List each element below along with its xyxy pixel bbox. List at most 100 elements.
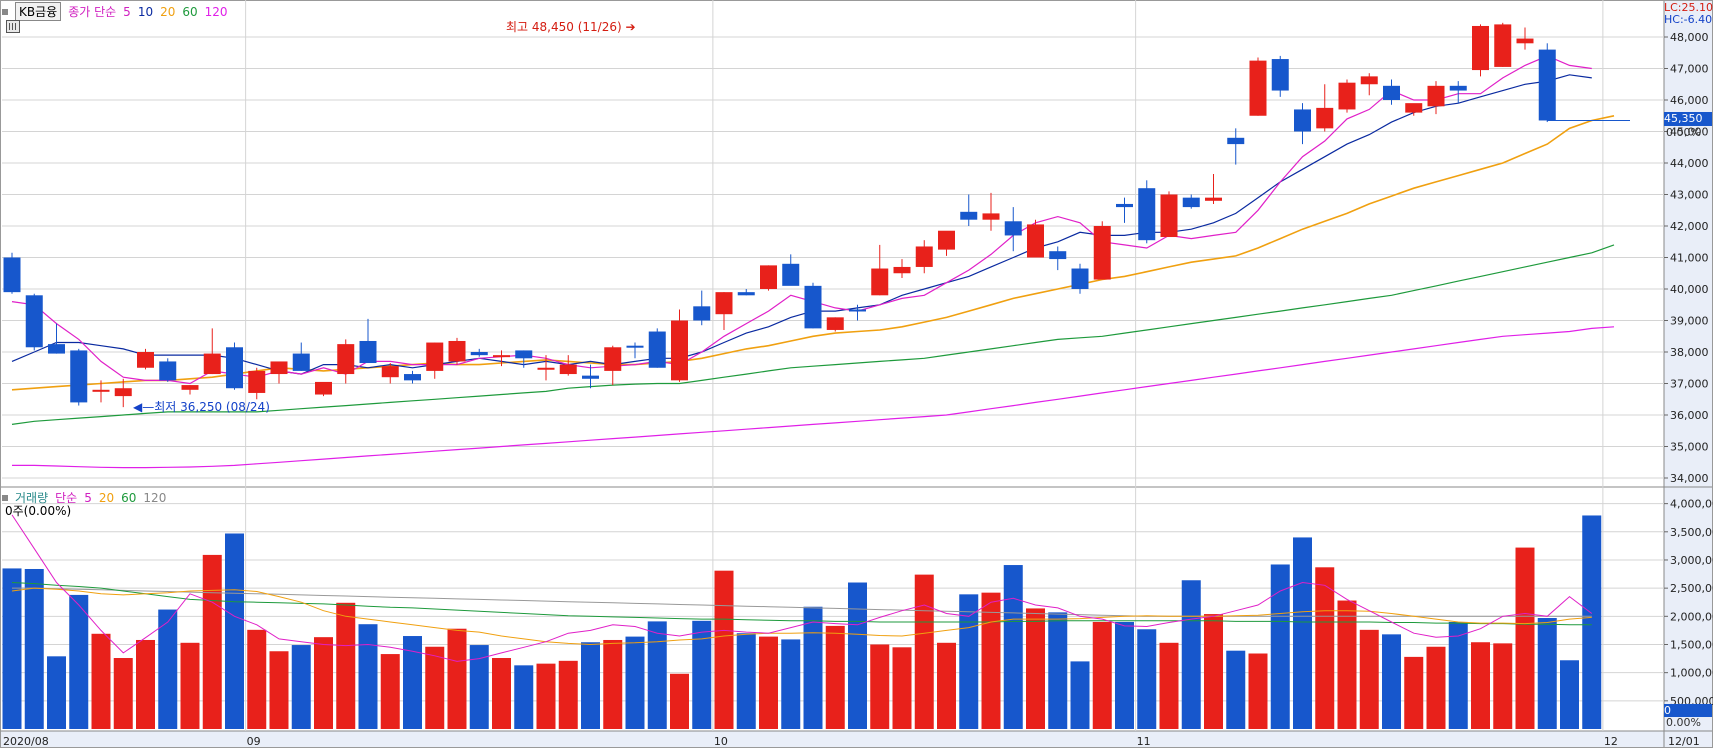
candle [1316, 84, 1334, 132]
candle-body [137, 352, 154, 368]
candle [760, 265, 777, 291]
candle-body [381, 366, 399, 378]
ma60-line [11, 244, 1615, 425]
legend-ma60: 60 [182, 4, 198, 19]
right-arrow-icon: ➔ [625, 20, 636, 34]
volume-bar [1026, 608, 1045, 729]
candle-body [226, 347, 243, 389]
candle [493, 350, 510, 367]
candle-body [1049, 251, 1067, 260]
candle-body [715, 292, 733, 315]
candle-body [1027, 224, 1044, 258]
candle [582, 364, 599, 389]
vlegend-ma120: 120 [143, 490, 167, 505]
candle [226, 342, 243, 390]
candle [270, 361, 288, 384]
low-annotation-text: 최저 36,250 (08/24) [154, 400, 270, 414]
volume-bar [581, 642, 600, 729]
volume-bar [1582, 515, 1602, 729]
volume-bar [136, 639, 155, 729]
candle [804, 282, 822, 329]
price-tick-label: 48,000 [1670, 31, 1709, 44]
price-tick-label: 47,000 [1670, 63, 1709, 76]
candle [181, 385, 199, 395]
candle-body [404, 374, 421, 381]
candle [292, 342, 310, 371]
volume-bar [803, 606, 823, 729]
panel-handle-icon[interactable] [2, 494, 8, 501]
candle [960, 194, 978, 226]
volume-bar [1315, 567, 1335, 729]
volume-bar [24, 568, 44, 729]
stock-name-box[interactable]: KB금융 [15, 2, 62, 21]
volume-bar [1070, 661, 1090, 729]
candle-body [1093, 226, 1111, 280]
candle [715, 292, 733, 330]
candle-body [1427, 85, 1445, 107]
volume-bar [647, 621, 667, 729]
price-tick-label: 40,000 [1670, 283, 1709, 296]
volume-bar [514, 665, 534, 729]
ma120-line [12, 326, 1615, 469]
volume-bar [358, 624, 378, 729]
panel-handle-icon[interactable] [2, 8, 8, 15]
candle-body [693, 306, 711, 321]
candle-body [559, 364, 577, 375]
candle [1294, 103, 1311, 145]
candle-body [1383, 85, 1400, 100]
volume-bar [625, 636, 645, 729]
date-tick-label: 12/01 [1668, 735, 1700, 748]
price-tick-label: 39,000 [1670, 315, 1709, 328]
volume-bar [225, 533, 244, 729]
candle-body [1538, 49, 1556, 121]
candle-body [671, 320, 688, 381]
candle [1360, 73, 1378, 96]
volume-bar [447, 628, 467, 729]
candle-body [1360, 76, 1378, 85]
candle-body [359, 340, 377, 364]
candle [849, 304, 866, 321]
legend-ma5: 5 [123, 4, 131, 19]
volume-bar [959, 594, 979, 729]
candle [1405, 103, 1423, 116]
volume-bar [1181, 580, 1201, 729]
candle-body [826, 317, 844, 330]
candle-body [737, 292, 755, 296]
candle [1160, 191, 1178, 238]
candle-body [493, 355, 510, 358]
candle-body [626, 345, 644, 348]
volume-bar [47, 656, 66, 729]
volume-bar [603, 639, 623, 729]
candle-body [1160, 194, 1178, 238]
volume-bar [1448, 621, 1468, 729]
candle [470, 348, 488, 357]
candle-body [48, 344, 65, 354]
table-view-icon[interactable] [6, 20, 20, 33]
volume-bar [2, 568, 22, 729]
price-axis-info: LC:25.10 HC:-6.40 [1664, 2, 1713, 26]
volume-bar [1092, 621, 1112, 729]
volume-zero-marker: 0 [1664, 704, 1712, 717]
candle-body [1494, 24, 1512, 67]
volume-bar [403, 636, 422, 729]
candle-body [1449, 85, 1467, 91]
candle-body [1405, 103, 1423, 113]
candle-body [315, 381, 332, 395]
date-tick-label: 09 [247, 735, 261, 748]
candle-body [1116, 203, 1133, 208]
volume-bar [1115, 621, 1134, 729]
candle [782, 254, 800, 286]
price-legend-prefix: 종가 단순 [68, 5, 117, 19]
volume-tick-label: 1,000,000 [1670, 667, 1713, 680]
candle [337, 339, 355, 384]
candle [537, 355, 555, 381]
volume-bar [736, 633, 756, 729]
hc-value: HC:-6.40 [1664, 13, 1713, 26]
volume-bar [692, 620, 712, 729]
candle-body [1271, 59, 1289, 91]
price-panel-header: KB금융 종가 단순 5 10 20 60 120 [2, 2, 228, 21]
vol-ma60-line [11, 582, 1592, 626]
vol-ma120-line [12, 587, 1592, 617]
